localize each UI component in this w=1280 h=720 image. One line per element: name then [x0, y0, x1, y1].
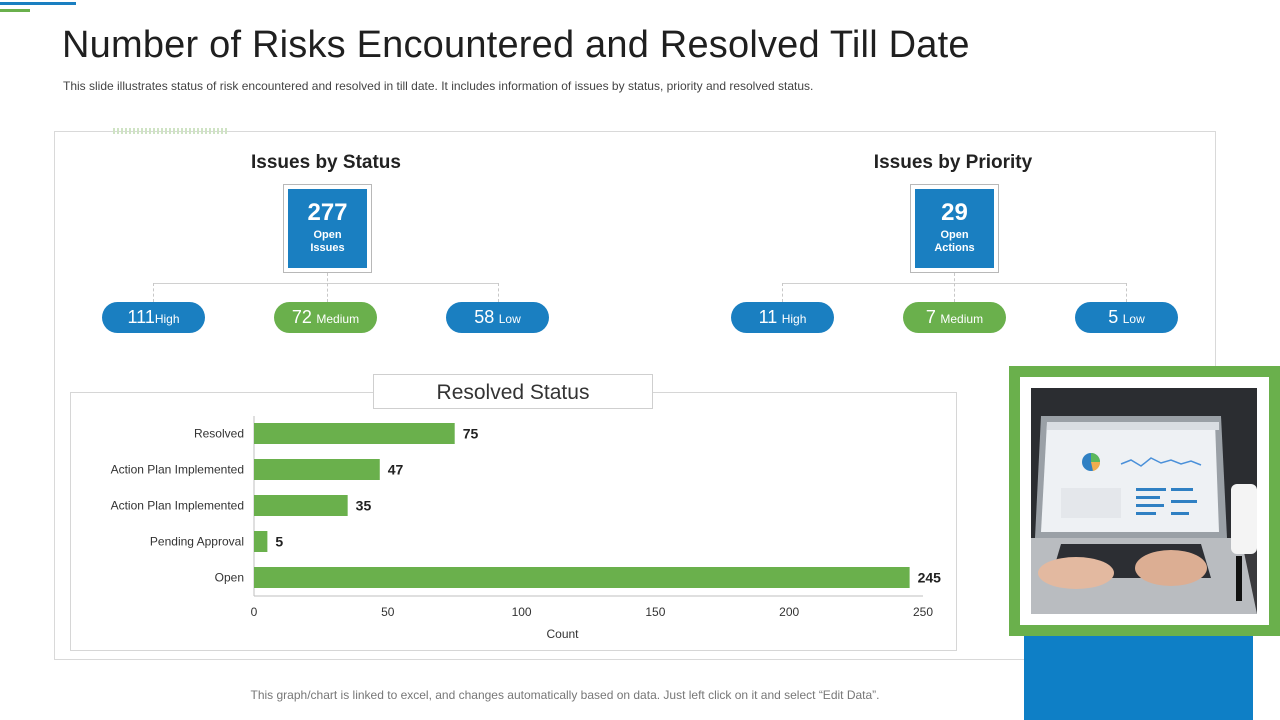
status-pill-low-label: Low	[498, 312, 521, 326]
priority-pill-medium[interactable]: 7 Medium	[903, 302, 1006, 333]
status-pill-high-label: High	[154, 312, 180, 326]
status-tree-stem	[327, 273, 328, 302]
priority-tree-branch-low	[1126, 283, 1127, 302]
panel-dotted-accent	[113, 128, 229, 134]
priority-kpi-card[interactable]: 29 Open Actions	[910, 184, 999, 273]
accent-line-blue	[0, 2, 76, 5]
priority-pill-medium-label: Medium	[940, 312, 984, 326]
priority-pill-low[interactable]: 5 Low	[1075, 302, 1178, 333]
status-pill-low-value: 58	[474, 307, 495, 327]
status-pill-medium-value: 72	[291, 307, 312, 327]
priority-section-title: Issues by Priority	[873, 152, 1033, 173]
priority-pill-high-label: High	[781, 312, 807, 326]
laptop-illustration	[1031, 388, 1257, 614]
priority-tree-branch-high	[782, 283, 783, 302]
status-pill-high-value: 111	[127, 307, 155, 327]
status-kpi-card[interactable]: 277 Open Issues	[283, 184, 372, 273]
priority-pill-low-value: 5	[1108, 307, 1119, 327]
status-kpi-value: 277	[307, 199, 348, 226]
status-pill-medium[interactable]: 72 Medium	[274, 302, 377, 333]
chart-title: Resolved Status	[373, 374, 653, 409]
status-kpi-label: Open Issues	[310, 229, 345, 254]
priority-pill-high-value: 11	[758, 307, 778, 327]
status-kpi-box: 277 Open Issues	[288, 189, 367, 268]
status-tree-branch-high	[153, 283, 154, 302]
page-title: Number of Risks Encountered and Resolved…	[62, 24, 970, 66]
priority-pill-low-label: Low	[1122, 312, 1145, 326]
page-subtitle: This slide illustrates status of risk en…	[63, 79, 814, 93]
status-section-title: Issues by Status	[251, 152, 401, 173]
footer-note: This graph/chart is linked to excel, and…	[250, 688, 880, 702]
status-tree-connector	[153, 283, 499, 284]
accent-line-green	[0, 9, 30, 12]
resolved-status-chart-frame[interactable]	[70, 392, 957, 651]
laptop-photo	[1031, 388, 1257, 614]
status-pill-low[interactable]: 58 Low	[446, 302, 549, 333]
priority-kpi-box: 29 Open Actions	[915, 189, 994, 268]
priority-tree-stem	[954, 273, 955, 302]
priority-pill-high[interactable]: 11 High	[731, 302, 834, 333]
blue-accent-block	[1024, 636, 1253, 720]
status-tree-branch-low	[498, 283, 499, 302]
status-pill-high[interactable]: 111High	[102, 302, 205, 333]
status-pill-medium-label: Medium	[316, 312, 360, 326]
priority-kpi-value: 29	[941, 199, 968, 226]
priority-pill-medium-value: 7	[925, 307, 936, 327]
priority-kpi-label: Open Actions	[934, 229, 975, 254]
